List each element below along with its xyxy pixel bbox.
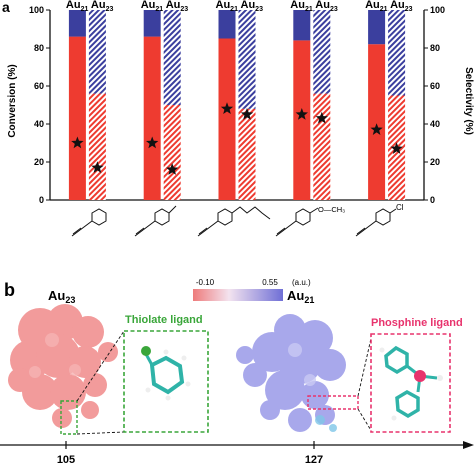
bar-au21-selectivity bbox=[68, 10, 86, 37]
bar-au23-selectivity bbox=[313, 10, 331, 94]
thiolate-ligand-molecule bbox=[141, 346, 191, 401]
thiolate-ligand-box bbox=[123, 330, 209, 433]
y-tick-label-left: 40 bbox=[34, 119, 44, 129]
au23-surface bbox=[8, 304, 118, 428]
colorbar-min: -0.10 bbox=[196, 278, 215, 287]
y-tick-label-right: 0 bbox=[430, 195, 435, 205]
bottom-axis: 105 127 bbox=[0, 441, 474, 466]
axis-tick-127: 127 bbox=[305, 454, 323, 466]
au21-cluster-label: Au21 bbox=[287, 288, 314, 305]
phosphine-ligand-molecule bbox=[379, 345, 443, 421]
star-au21 bbox=[146, 136, 159, 149]
star-au23 bbox=[240, 108, 254, 120]
y-tick-label-left: 100 bbox=[29, 5, 44, 15]
bar-au23-selectivity bbox=[163, 10, 181, 105]
bar-au21-selectivity bbox=[218, 10, 236, 39]
bar-au21-conversion bbox=[368, 44, 386, 201]
molecule-2 bbox=[134, 205, 177, 237]
bar-au23-selectivity bbox=[88, 10, 106, 94]
y-tick-label-right: 60 bbox=[430, 81, 440, 91]
au21-zoom-region bbox=[307, 395, 359, 410]
y-tick-label-right: 100 bbox=[430, 5, 445, 15]
y-tick-label-left: 0 bbox=[39, 195, 44, 205]
y-tick-label-left: 60 bbox=[34, 81, 44, 91]
bar-au23-conversion bbox=[313, 93, 331, 200]
y-tick-label-left: 20 bbox=[34, 157, 44, 167]
bar-au23-conversion bbox=[163, 105, 181, 200]
bar-au21-conversion bbox=[293, 40, 311, 201]
star-au21 bbox=[295, 108, 308, 120]
substituent-label-5: Cl bbox=[396, 203, 404, 212]
phosphine-ligand-label: Phosphine ligand bbox=[371, 317, 463, 329]
au23-zoom-region bbox=[60, 400, 78, 435]
bar-au23-conversion bbox=[238, 108, 256, 200]
axis-tick-105: 105 bbox=[57, 454, 75, 466]
molecule-5 bbox=[355, 208, 397, 237]
substituent-label-4: O—CH₃ bbox=[318, 205, 345, 214]
bar-au21-conversion bbox=[143, 36, 161, 200]
y-tick-label-right: 40 bbox=[430, 119, 440, 129]
bar-au21-selectivity bbox=[368, 10, 386, 45]
y-tick-label-right: 80 bbox=[430, 43, 440, 53]
star-au23 bbox=[166, 163, 179, 175]
thiolate-ligand-label: Thiolate ligand bbox=[125, 314, 203, 326]
colorbar-max: 0.55 bbox=[262, 278, 278, 287]
star-au21 bbox=[220, 102, 234, 115]
star-au23 bbox=[91, 161, 104, 173]
panel-b-label: b bbox=[4, 280, 15, 300]
au23-cluster-label: Au23 bbox=[48, 288, 75, 305]
y-tick-label-right: 20 bbox=[430, 157, 440, 167]
panel-a-label: a bbox=[2, 0, 10, 15]
colorbar-unit: (a.u.) bbox=[292, 278, 311, 287]
bar-au21-conversion bbox=[218, 38, 236, 200]
au21-surface bbox=[236, 314, 346, 432]
bar-au21-selectivity bbox=[293, 10, 311, 41]
y-tick-label-left: 80 bbox=[34, 43, 44, 53]
molecule-1 bbox=[71, 208, 107, 237]
y-axis-label-right: Selectivity (%) bbox=[463, 67, 474, 135]
molecule-3 bbox=[197, 206, 271, 237]
bar-au23-conversion bbox=[88, 93, 106, 200]
molecule-4 bbox=[275, 207, 319, 237]
bar-au23-selectivity bbox=[238, 10, 256, 109]
star-au23 bbox=[390, 142, 403, 154]
star-au21 bbox=[370, 123, 383, 135]
y-axis-label-left: Conversion (%) bbox=[7, 64, 18, 137]
bar-au23-selectivity bbox=[388, 10, 406, 96]
bar-au21-conversion bbox=[68, 36, 86, 200]
bar-au21-selectivity bbox=[143, 10, 161, 37]
colorbar: -0.10 0.55 (a.u.) bbox=[193, 278, 311, 301]
star-au23 bbox=[315, 111, 328, 124]
star-au21 bbox=[71, 136, 84, 149]
